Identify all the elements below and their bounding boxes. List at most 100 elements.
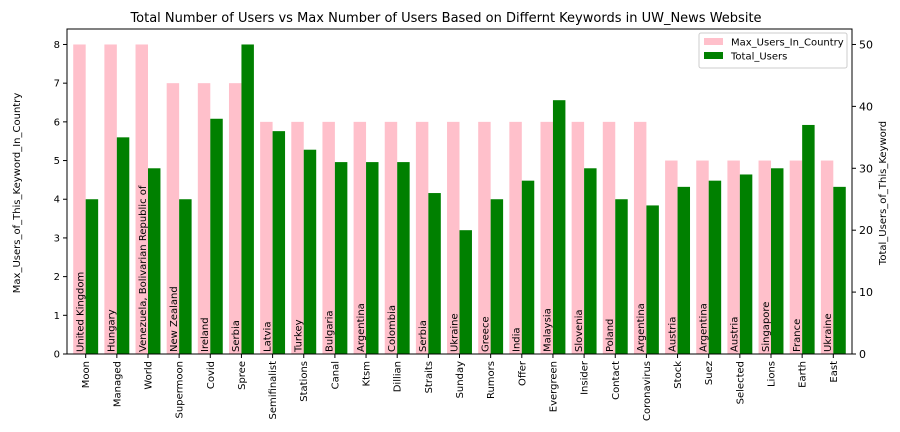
country-label: Turkey xyxy=(294,319,305,353)
right-y-tick-label: 40 xyxy=(859,100,873,113)
x-tick-label: Sunday xyxy=(455,361,466,398)
legend-swatch xyxy=(704,38,723,45)
bar-max-users xyxy=(758,160,772,354)
x-tick-label: Suez xyxy=(704,361,715,385)
x-tick-label: Stations xyxy=(299,361,310,402)
country-label: Poland xyxy=(605,319,616,352)
left-y-tick-label: 0 xyxy=(54,350,60,361)
legend-label: Max_Users_In_Country xyxy=(731,38,844,49)
x-tick-label: Contact xyxy=(611,361,622,400)
right-y-tick-label: 0 xyxy=(859,348,866,361)
bar-max-users xyxy=(727,160,740,354)
bar-total-users xyxy=(210,118,223,354)
bar-total-users xyxy=(147,168,161,354)
x-tick-label: World xyxy=(143,361,154,390)
country-label: Argentina xyxy=(698,303,709,352)
left-y-tick-label: 3 xyxy=(54,233,60,244)
country-label: Venezuela, Bolivarian Republic of xyxy=(138,185,149,352)
country-label: Serbia xyxy=(418,320,429,352)
bar-total-users xyxy=(552,100,566,354)
bars-layer xyxy=(73,44,846,355)
x-tick-label: Spree xyxy=(237,361,248,390)
bar-max-users xyxy=(104,44,117,354)
axes-layer: Moon Managed World Supermoon Covid Spree Semif… xyxy=(54,28,873,421)
country-label: Ukraine xyxy=(449,313,460,352)
bar-max-users xyxy=(447,121,460,354)
x-tick-label: Rumors xyxy=(486,361,497,399)
x-tick-label: Dillian xyxy=(393,361,404,392)
right-y-tick-label: 50 xyxy=(859,38,873,51)
bar-total-users xyxy=(459,230,472,354)
left-y-tick-label: 8 xyxy=(54,40,60,51)
right-y-tick-label: 30 xyxy=(859,162,873,175)
country-label: Austria xyxy=(667,317,678,352)
country-label: Serbia xyxy=(231,320,242,352)
right-y-tick-label: 10 xyxy=(859,286,873,299)
left-y-tick-label: 4 xyxy=(54,195,60,206)
bar-total-users xyxy=(708,180,722,354)
bar-total-users xyxy=(739,174,753,354)
left-y-tick-label: 6 xyxy=(54,117,60,128)
x-tick-label: Supermoon xyxy=(175,361,186,418)
bar-total-users xyxy=(85,199,99,354)
country-label: Greece xyxy=(480,316,491,352)
x-tick-label: Coronavirus xyxy=(642,361,653,421)
bar-max-users xyxy=(135,44,148,354)
x-tick-label: Managed xyxy=(112,361,123,407)
x-tick-label: Earth xyxy=(798,361,809,388)
bar-max-users xyxy=(665,160,678,354)
right-axis-label: Total_Users_of_This_Keyword xyxy=(878,121,889,266)
x-tick-label: Offer xyxy=(517,360,528,386)
bar-max-users xyxy=(260,121,273,354)
bar-max-users xyxy=(509,121,522,354)
x-tick-label: Moon xyxy=(81,361,92,388)
x-tick-label: Evergreen xyxy=(548,361,559,412)
country-label: United Kingdom xyxy=(75,272,86,352)
bar-max-users xyxy=(73,44,86,354)
legend: Max_Users_In_Country Total_Users xyxy=(698,32,848,69)
x-tick-label: Ktsm xyxy=(362,361,373,386)
bar-max-users xyxy=(540,121,553,354)
x-tick-label: Canal xyxy=(330,361,341,389)
bar-max-users xyxy=(322,121,335,354)
country-label: Austria xyxy=(730,317,741,352)
country-label: Hungary xyxy=(107,309,118,352)
bar-max-users xyxy=(166,83,180,355)
bar-total-users xyxy=(677,186,691,354)
x-tick-label: Selected xyxy=(735,361,746,404)
x-tick-label: Semifinalist xyxy=(268,361,279,420)
bar-total-users xyxy=(615,199,628,354)
legend-label: Total_Users xyxy=(730,52,787,63)
bar-total-users xyxy=(397,162,410,354)
right-y-tick-label: 20 xyxy=(859,224,873,237)
bar-total-users xyxy=(428,193,441,354)
bar-total-users xyxy=(521,180,535,354)
left-axis-label: Max_Users_of_This_Keyword_In_Country xyxy=(12,93,23,294)
country-label: Ireland xyxy=(200,317,211,352)
bar-total-users xyxy=(584,168,597,354)
bar-max-users xyxy=(602,121,616,354)
bar-total-users xyxy=(646,205,659,354)
country-label: Latvia xyxy=(262,322,273,352)
left-y-tick-label: 1 xyxy=(54,311,60,322)
country-label: Bulgaria xyxy=(325,311,336,352)
bar-max-users xyxy=(353,121,367,354)
bar-max-users xyxy=(197,83,211,355)
bar-max-users xyxy=(291,121,304,354)
bar-total-users xyxy=(179,199,192,354)
x-tick-label: Stock xyxy=(673,361,684,389)
left-y-tick-label: 7 xyxy=(54,79,60,90)
bar-total-users xyxy=(272,131,286,354)
x-tick-label: Covid xyxy=(206,361,217,389)
legend-box xyxy=(698,32,848,69)
bar-max-users xyxy=(228,83,242,355)
country-label: Argentina xyxy=(356,303,367,352)
country-labels-layer: United Kingdom Hungary Venezuela, Bolivari… xyxy=(75,185,834,353)
bar-max-users xyxy=(696,160,709,354)
bar-total-users xyxy=(802,124,815,354)
country-label: Ukraine xyxy=(823,313,834,352)
bar-max-users xyxy=(384,121,398,354)
bar-total-users xyxy=(366,162,379,354)
bar-total-users xyxy=(241,44,254,354)
